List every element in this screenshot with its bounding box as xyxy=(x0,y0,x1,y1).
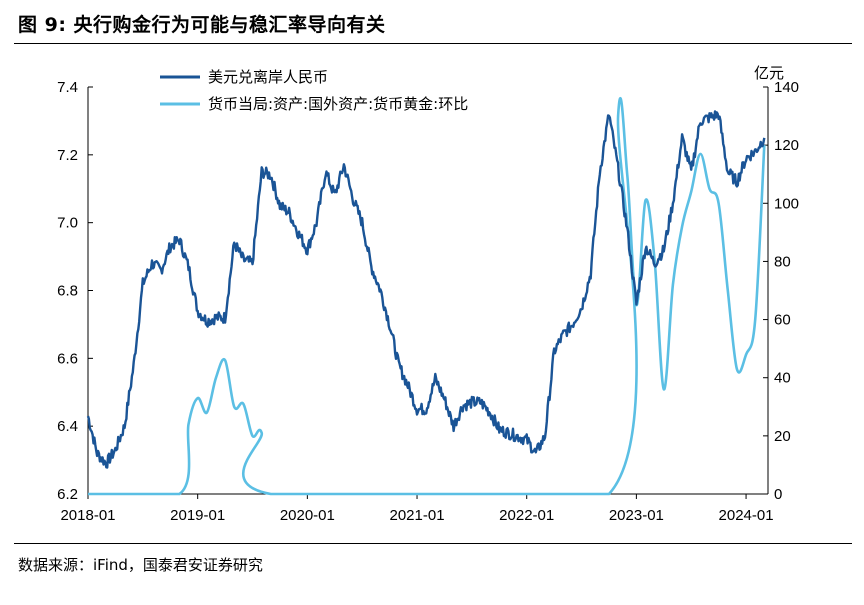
y-right-axis-label: 亿元 xyxy=(754,64,784,82)
y-left-tick-label: 7.4 xyxy=(57,79,78,96)
chart-title: 图 9: 央行购金行为可能与稳汇率导向有关 xyxy=(18,14,386,36)
x-tick-label: 2020-01 xyxy=(280,507,335,524)
x-tick-label: 2023-01 xyxy=(609,507,664,524)
axes: 6.2 6.4 6.6 6.8 7.0 7.2 7.4 0 20 40 60 80 100 120 140亿… xyxy=(57,64,799,524)
y-right-tick-label: 60 xyxy=(774,312,791,329)
legend-label-usdcnh: 美元兑离岸人民币 xyxy=(208,68,328,86)
y-left-tick-label: 7.2 xyxy=(57,147,78,164)
x-tick-label: 2019-01 xyxy=(170,507,225,524)
y-right-tick-label: 80 xyxy=(774,253,791,270)
x-tick-label: 2018-01 xyxy=(60,507,115,524)
x-tick-label: 2024-01 xyxy=(719,507,774,524)
y-right-tick-label: 40 xyxy=(774,370,791,387)
series-line-gold-mom xyxy=(88,96,766,496)
legend-label-gold-mom: 货币当局:资产:国外资产:货币黄金:环比 xyxy=(208,95,468,113)
y-right-tick-label: 140 xyxy=(774,79,799,96)
source-note: 数据来源：iFind，国泰君安证券研究 xyxy=(18,556,263,574)
y-left-tick-label: 6.6 xyxy=(57,350,78,367)
y-right-tick-label: 120 xyxy=(774,137,799,154)
y-left-tick-label: 7.0 xyxy=(57,215,78,232)
y-right-tick-label: 0 xyxy=(774,486,782,503)
x-tick-label: 2022-01 xyxy=(499,507,554,524)
title-rule xyxy=(14,43,852,44)
series-line-usdcnh xyxy=(86,110,766,469)
x-tick-label: 2021-01 xyxy=(390,507,445,524)
y-right-tick-label: 100 xyxy=(774,195,799,212)
series-group xyxy=(86,96,766,496)
source-rule xyxy=(14,543,852,544)
y-left-tick-label: 6.4 xyxy=(57,418,78,435)
y-right-tick-label: 20 xyxy=(774,428,791,445)
y-left-tick-label: 6.8 xyxy=(57,283,78,300)
y-left-tick-label: 6.2 xyxy=(57,486,78,503)
